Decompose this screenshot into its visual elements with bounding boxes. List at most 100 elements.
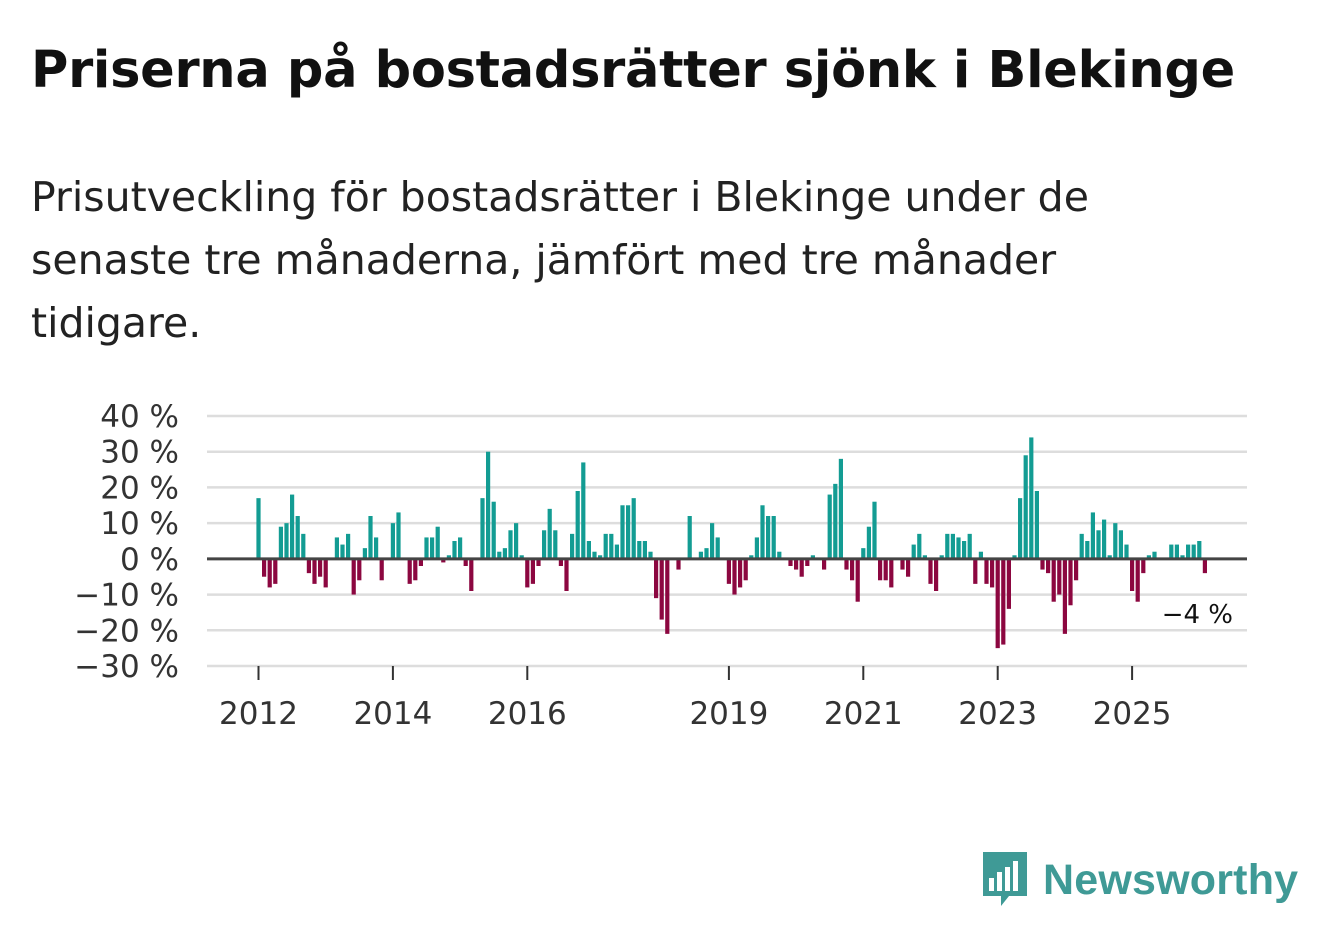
bar — [911, 544, 916, 559]
bar — [418, 558, 423, 566]
bar — [469, 558, 474, 591]
bar — [430, 537, 435, 559]
bar — [1006, 558, 1011, 609]
bar — [1202, 558, 1207, 574]
bar — [1191, 544, 1196, 559]
bar — [312, 558, 317, 584]
bar — [922, 555, 927, 559]
bar — [978, 551, 983, 559]
y-tick-label: 30 % — [100, 435, 179, 471]
bar — [1169, 544, 1174, 559]
bar — [435, 526, 440, 559]
bar — [486, 451, 491, 559]
bar — [262, 558, 267, 577]
bar — [833, 483, 838, 559]
bar — [861, 548, 866, 559]
bar — [1034, 491, 1039, 559]
bar — [704, 548, 709, 559]
bar — [1079, 533, 1084, 559]
bar — [1068, 558, 1073, 606]
bar — [581, 462, 586, 559]
bar — [749, 555, 754, 559]
bar — [598, 555, 603, 559]
bar — [284, 523, 289, 559]
bar — [1107, 555, 1112, 559]
bar — [1085, 541, 1090, 559]
bar — [441, 558, 446, 563]
bar — [1018, 498, 1023, 559]
bar — [1197, 541, 1202, 559]
bar — [838, 458, 843, 559]
bar — [698, 551, 703, 559]
bar — [1118, 530, 1123, 559]
bar — [743, 558, 748, 581]
bar — [906, 558, 911, 577]
bar — [900, 558, 905, 570]
bar — [547, 508, 552, 559]
bar — [334, 537, 339, 559]
x-tick-label: 2025 — [1093, 696, 1172, 732]
bar — [1046, 558, 1051, 574]
bar — [1090, 512, 1095, 559]
bar — [1029, 437, 1034, 559]
bar — [1146, 555, 1151, 559]
y-tick-label: −30 % — [74, 649, 179, 685]
bar — [318, 558, 323, 577]
bar — [508, 530, 513, 559]
bar — [424, 537, 429, 559]
bar — [480, 498, 485, 559]
y-tick-label: 20 % — [100, 470, 179, 506]
bar — [323, 558, 328, 588]
bar — [575, 491, 580, 559]
bar — [413, 558, 418, 581]
bar — [452, 541, 457, 559]
bar — [340, 544, 345, 559]
bar — [458, 537, 463, 559]
bar — [973, 558, 978, 584]
bar — [1057, 558, 1062, 595]
bar — [956, 537, 961, 559]
bar — [766, 516, 771, 559]
x-tick-label: 2023 — [958, 696, 1037, 732]
bar — [822, 558, 827, 570]
bar — [917, 533, 922, 559]
newsworthy-logo-icon — [983, 852, 1027, 906]
bar — [754, 537, 759, 559]
x-tick-label: 2012 — [219, 696, 298, 732]
bar — [446, 555, 451, 559]
bar — [278, 526, 283, 559]
bar — [850, 558, 855, 581]
bar — [995, 558, 1000, 649]
bar — [519, 555, 524, 559]
page-title: Priserna på bostadsrätter sjönk i Blekin… — [31, 41, 1235, 100]
bar — [1113, 523, 1118, 559]
bar — [502, 548, 507, 559]
x-tick-label: 2016 — [488, 696, 567, 732]
bar — [984, 558, 989, 584]
bar — [827, 494, 832, 559]
bar — [564, 558, 569, 591]
bar — [592, 551, 597, 559]
bar — [620, 505, 625, 559]
bar — [525, 558, 530, 588]
bar — [491, 501, 496, 559]
bar — [794, 558, 799, 570]
bar — [1135, 558, 1140, 602]
bar — [295, 516, 300, 559]
bar — [514, 523, 519, 559]
bar — [603, 533, 608, 559]
bar — [290, 494, 295, 559]
bar — [542, 530, 547, 559]
bar — [1124, 544, 1129, 559]
bar — [928, 558, 933, 584]
bar — [1180, 555, 1185, 559]
bar — [805, 558, 810, 566]
bar — [889, 558, 894, 588]
bar — [710, 523, 715, 559]
bar — [273, 558, 278, 584]
bar — [799, 558, 804, 577]
bar — [256, 498, 261, 559]
bar — [1040, 558, 1045, 570]
bar — [463, 558, 468, 566]
